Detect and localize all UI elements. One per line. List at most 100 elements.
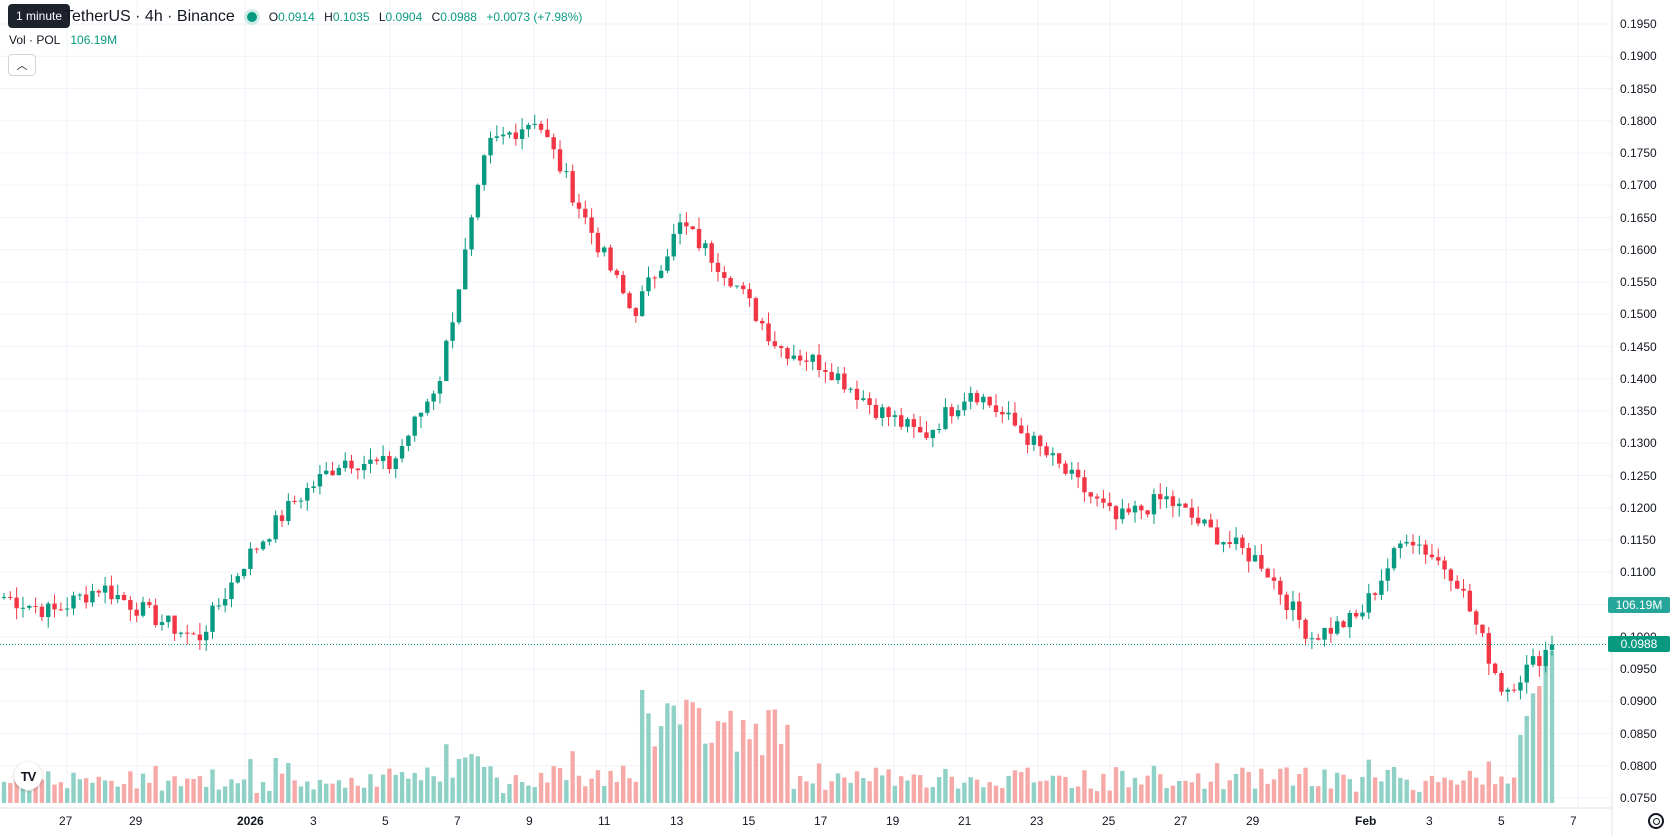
candle-body bbox=[1252, 555, 1258, 562]
price-tick-label: 0.1550 bbox=[1620, 275, 1657, 289]
candle-body bbox=[1050, 453, 1056, 456]
volume-bar bbox=[1139, 784, 1144, 803]
candle-body bbox=[570, 171, 575, 203]
volume-bar bbox=[140, 773, 146, 803]
volume-bar bbox=[1429, 775, 1435, 803]
volume-bar bbox=[488, 766, 493, 803]
candle-body bbox=[197, 634, 203, 641]
volume-bar bbox=[1031, 782, 1037, 803]
volume-bar bbox=[1145, 775, 1150, 803]
settings-icon[interactable] bbox=[1648, 813, 1664, 829]
volume-bar bbox=[1366, 759, 1371, 803]
volume-bar bbox=[507, 783, 512, 803]
volume-bar bbox=[1398, 777, 1403, 803]
volume-bar bbox=[772, 709, 778, 803]
candle-body bbox=[589, 217, 594, 233]
collapse-legend-button[interactable]: ︿ bbox=[8, 54, 36, 76]
volume-bar bbox=[1019, 771, 1024, 803]
volume-bar bbox=[1259, 768, 1264, 803]
volume-bar bbox=[513, 775, 518, 803]
candle-body bbox=[475, 184, 481, 218]
candle-body bbox=[1297, 601, 1302, 620]
price-tick-label: 0.1150 bbox=[1620, 533, 1656, 547]
candle-body bbox=[1385, 568, 1390, 581]
tradingview-logo-icon[interactable]: TV bbox=[14, 762, 42, 790]
volume-bar bbox=[463, 757, 468, 803]
candle-body bbox=[374, 459, 379, 462]
volume-bar bbox=[867, 781, 872, 803]
candle-body bbox=[254, 548, 259, 550]
interval-tooltip: 1 minute bbox=[8, 4, 71, 28]
candle-body bbox=[1334, 621, 1340, 634]
candle-body bbox=[1372, 593, 1378, 595]
volume-bar bbox=[1113, 767, 1119, 803]
candle-body bbox=[109, 585, 114, 600]
volume-bar bbox=[1284, 767, 1289, 803]
volume-bar bbox=[1480, 784, 1485, 803]
volume-bar bbox=[216, 789, 222, 803]
candle-body bbox=[1511, 689, 1517, 691]
candle-body bbox=[128, 600, 133, 610]
candle-body bbox=[444, 340, 449, 382]
time-tick-label: 19 bbox=[886, 814, 900, 828]
candle-body bbox=[241, 569, 247, 577]
volume-bar bbox=[387, 768, 392, 803]
candle-body bbox=[760, 320, 765, 324]
volume-label[interactable]: Vol · POL bbox=[9, 33, 61, 47]
volume-bar bbox=[210, 769, 215, 803]
price-tick-label: 0.0800 bbox=[1620, 758, 1657, 773]
volume-bar bbox=[178, 786, 184, 803]
candle-body bbox=[1543, 649, 1548, 666]
volume-bar bbox=[1322, 769, 1327, 803]
volume-bar bbox=[930, 787, 935, 803]
volume-bar bbox=[1088, 788, 1093, 803]
candle-body bbox=[1075, 469, 1081, 478]
price-tick-label: 0.1450 bbox=[1620, 339, 1657, 354]
volume-bar bbox=[456, 758, 462, 803]
volume-bar bbox=[191, 778, 196, 803]
volume-bar bbox=[330, 783, 335, 803]
candle-body bbox=[545, 129, 550, 138]
candle-body bbox=[1524, 664, 1529, 683]
volume-bar bbox=[823, 789, 828, 803]
candle-body bbox=[1410, 541, 1416, 546]
candle-body bbox=[1094, 496, 1100, 499]
symbol-title[interactable]: TetherUS · 4h · Binance bbox=[64, 8, 235, 25]
candle-body bbox=[1429, 554, 1435, 558]
volume-bar bbox=[1025, 767, 1030, 803]
candle-body bbox=[311, 486, 316, 489]
volume-bar bbox=[1492, 784, 1498, 803]
time-tick-label: 7 bbox=[1570, 814, 1577, 828]
volume-bar bbox=[1233, 773, 1239, 803]
candle-body bbox=[229, 582, 234, 600]
candle-body bbox=[469, 217, 474, 250]
volume-bar bbox=[134, 788, 139, 803]
candle-body bbox=[791, 355, 796, 359]
volume-bar bbox=[380, 774, 386, 803]
candle-body bbox=[968, 393, 973, 402]
volume-bar bbox=[545, 782, 550, 803]
volume-bar bbox=[747, 739, 752, 803]
time-tick-label: Feb bbox=[1355, 814, 1377, 828]
volume-bar bbox=[677, 724, 683, 803]
candle-body bbox=[1195, 517, 1201, 524]
volume-bar bbox=[538, 772, 544, 803]
volume-bar bbox=[14, 778, 19, 803]
volume-bar bbox=[481, 767, 487, 803]
candle-body bbox=[191, 633, 196, 635]
volume-bar bbox=[1063, 776, 1068, 803]
volume-bar bbox=[286, 763, 291, 803]
candle-body bbox=[911, 419, 917, 428]
candle-body bbox=[974, 393, 980, 403]
volume-bar bbox=[1006, 775, 1011, 803]
market-status-icon[interactable] bbox=[246, 12, 257, 22]
candle-body bbox=[349, 460, 354, 469]
volume-bar bbox=[892, 785, 898, 803]
volume-bar bbox=[1221, 789, 1226, 803]
volume-bar bbox=[77, 779, 83, 803]
volume-bar bbox=[905, 780, 910, 803]
candle-body bbox=[835, 373, 841, 381]
candle-body bbox=[993, 405, 999, 413]
volume-bar bbox=[305, 781, 310, 803]
